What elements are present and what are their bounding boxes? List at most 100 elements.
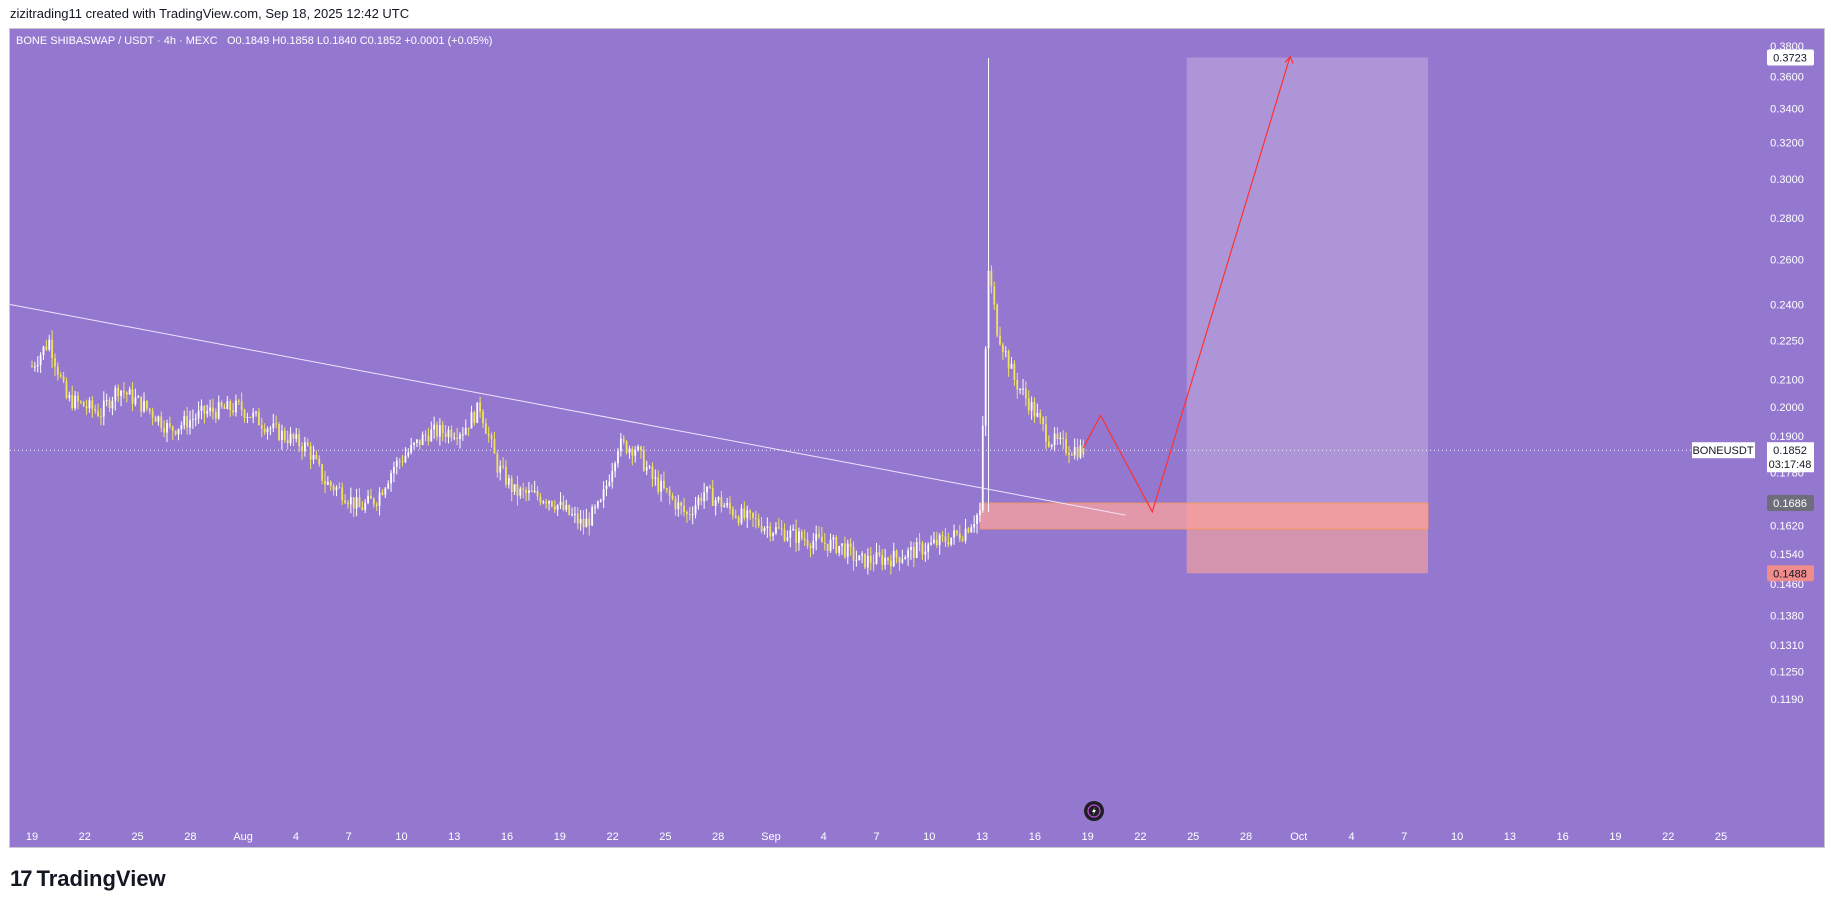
time-tick-label: 28 [712, 831, 724, 843]
candle-body [573, 513, 576, 515]
candle-body [789, 530, 792, 538]
candle-body [576, 513, 579, 524]
annotations-front [10, 55, 1294, 516]
candle-body [358, 497, 361, 508]
candle-body [634, 450, 637, 456]
candle-body [295, 434, 298, 439]
candle-body [252, 412, 255, 418]
candle-body [921, 543, 924, 555]
price-tick-label: 0.1620 [1770, 521, 1804, 533]
candle-body [628, 448, 631, 453]
candle-body [189, 419, 191, 428]
candle-body [944, 536, 947, 542]
candle-body [421, 434, 424, 445]
candle-body [680, 502, 683, 506]
candle-body [332, 485, 335, 491]
candle-body [582, 519, 585, 528]
lightning-icon[interactable] [1084, 801, 1104, 821]
last-price-label: 0.1852 [1773, 445, 1807, 457]
candle-body [642, 450, 645, 471]
candle-body [677, 502, 680, 510]
candle-body [961, 539, 964, 541]
candle-body [754, 518, 757, 520]
time-tick-label: 4 [821, 831, 827, 843]
candle-body [272, 423, 275, 429]
candle-body [260, 425, 263, 429]
candle-body [232, 410, 234, 413]
price-chart[interactable]: BONE SHIBASWAP / USDT · 4h · MEXC O0.184… [10, 29, 1824, 847]
candle-body [714, 500, 717, 506]
candle-body [556, 505, 559, 510]
candle-body [588, 518, 591, 526]
candle-body [246, 416, 249, 418]
tradingview-brand: TradingView [36, 866, 166, 891]
candle-body [56, 366, 59, 375]
candle-body [795, 528, 797, 543]
candle-body [938, 535, 941, 546]
candle-body [1016, 379, 1019, 390]
time-tick-label: 22 [79, 831, 91, 843]
candle-body [1076, 447, 1079, 458]
candle-body [493, 438, 496, 454]
candle-body [499, 466, 502, 473]
candle-body [312, 454, 315, 460]
candle-body [214, 412, 217, 419]
candle-body [878, 552, 881, 556]
candle-body [131, 389, 134, 404]
candle-body [171, 426, 174, 431]
candle-body [849, 543, 852, 548]
price-tick-label: 0.3400 [1770, 104, 1804, 116]
candle-body [370, 495, 372, 499]
candle-body [137, 396, 140, 398]
candle-body [887, 557, 889, 561]
tradingview-mark-icon: 17 [10, 866, 33, 891]
candle-body [436, 424, 438, 437]
candle-body [625, 441, 628, 453]
candle-body [981, 425, 984, 511]
candle-body [438, 425, 441, 437]
candle-body [763, 528, 766, 532]
candle-body [212, 407, 214, 413]
candle-body [148, 408, 151, 411]
time-axis[interactable]: 19 22 25 28 Aug 4 7 10 13 16 19 22 25 28 Sep 4 7 10 13 16 19… [26, 831, 1727, 843]
candle-body [62, 376, 65, 381]
candle-body [996, 304, 999, 336]
candle-body [691, 514, 694, 516]
price-label: 0.3723 [1773, 53, 1807, 65]
candle-body [1019, 388, 1022, 390]
tradingview-logo[interactable]: 17 TradingView [10, 866, 166, 892]
candle-body [407, 452, 410, 456]
price-axis[interactable]: 0.38000.36000.34000.32000.30000.28000.26… [1692, 41, 1814, 706]
candle-body [645, 467, 648, 471]
candle-body [467, 427, 470, 429]
candle-body [341, 487, 344, 501]
candle-body [398, 460, 401, 462]
candle-body [441, 425, 444, 434]
price-tick-label: 0.2800 [1770, 213, 1804, 225]
candle-body [608, 481, 611, 486]
candle-body [976, 515, 978, 525]
candle-body [1022, 388, 1024, 390]
time-tick-label: 10 [923, 831, 935, 843]
candle-body [31, 366, 33, 368]
time-tick-label: 22 [1662, 831, 1674, 843]
candle-body [806, 539, 809, 546]
candle-body [160, 416, 163, 428]
candle-body [209, 407, 211, 412]
candle-body [947, 541, 950, 545]
candle-body [42, 346, 45, 356]
candle-body [51, 339, 54, 359]
candle-body [200, 405, 203, 411]
candle-body [456, 437, 459, 439]
price-tick-label: 0.2250 [1770, 336, 1804, 348]
candle-body [390, 473, 392, 484]
candle-body [281, 430, 283, 440]
price-tick-label: 0.2000 [1770, 402, 1804, 414]
time-tick-label: 10 [395, 831, 407, 843]
candle-body [444, 433, 447, 438]
candle-body [151, 410, 154, 418]
candle-body [611, 471, 614, 482]
time-tick-label: 25 [1715, 831, 1727, 843]
candle-body [191, 419, 194, 421]
candle-body [45, 346, 48, 350]
